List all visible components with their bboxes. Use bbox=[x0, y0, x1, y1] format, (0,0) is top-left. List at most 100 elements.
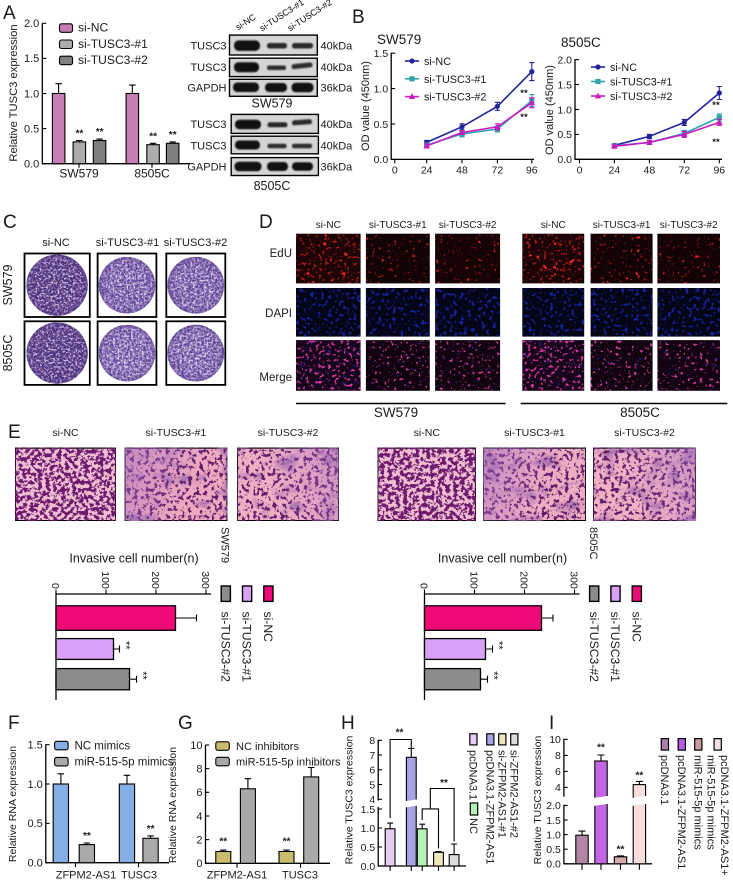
svg-text:6: 6 bbox=[196, 787, 202, 799]
svg-text:TUSC3: TUSC3 bbox=[190, 140, 226, 152]
svg-text:EdU: EdU bbox=[270, 248, 292, 260]
svg-text:**: ** bbox=[169, 130, 177, 141]
svg-text:TUSC3: TUSC3 bbox=[190, 40, 226, 52]
svg-text:si-NC: si-NC bbox=[424, 56, 451, 68]
svg-text:40kDa: 40kDa bbox=[321, 140, 354, 152]
svg-text:TUSC3: TUSC3 bbox=[190, 119, 226, 131]
svg-text:1.5: 1.5 bbox=[361, 804, 376, 816]
svg-text:0.5: 0.5 bbox=[28, 818, 43, 830]
svg-text:miR-515-5p mimics: miR-515-5p mimics bbox=[691, 755, 703, 850]
svg-text:200: 200 bbox=[149, 571, 161, 589]
svg-text:72: 72 bbox=[678, 164, 690, 176]
svg-text:D: D bbox=[259, 212, 273, 233]
svg-text:si-TUSC3-#1: si-TUSC3-#1 bbox=[610, 77, 672, 89]
svg-text:1.5: 1.5 bbox=[28, 740, 43, 752]
svg-text:0: 0 bbox=[418, 583, 430, 589]
svg-text:si-TUSC3-#2: si-TUSC3-#2 bbox=[614, 427, 675, 439]
svg-text:si-TUSC3-#1: si-TUSC3-#1 bbox=[504, 427, 565, 439]
svg-text:ZFPM2-AS1: ZFPM2-AS1 bbox=[207, 870, 268, 882]
svg-text:4: 4 bbox=[555, 782, 561, 794]
svg-text:1.0: 1.0 bbox=[374, 83, 389, 95]
svg-text:1.0: 1.0 bbox=[546, 829, 561, 841]
svg-text:si-TUSC3-#1: si-TUSC3-#1 bbox=[78, 37, 148, 51]
svg-text:**: ** bbox=[149, 131, 157, 142]
svg-text:si-TUSC3-#1: si-TUSC3-#1 bbox=[96, 237, 160, 249]
svg-text:C: C bbox=[3, 212, 17, 233]
svg-text:10: 10 bbox=[190, 740, 202, 752]
svg-text:DAPI: DAPI bbox=[265, 308, 292, 320]
svg-text:Invasive cell number(n): Invasive cell number(n) bbox=[69, 552, 198, 566]
svg-text:8: 8 bbox=[555, 750, 561, 762]
svg-text:pcDNA3.1: pcDNA3.1 bbox=[466, 750, 478, 800]
svg-text:0: 0 bbox=[577, 164, 583, 176]
svg-text:8505C: 8505C bbox=[1, 335, 15, 372]
svg-text:si-NC: si-NC bbox=[52, 427, 79, 439]
svg-text:SW579: SW579 bbox=[377, 32, 421, 47]
svg-text:si-NC: si-NC bbox=[610, 62, 637, 74]
svg-text:40kDa: 40kDa bbox=[321, 119, 354, 131]
svg-text:si-NC: si-NC bbox=[42, 237, 70, 249]
svg-text:NC mimics: NC mimics bbox=[75, 740, 131, 752]
svg-text:pcDNA3.1: pcDNA3.1 bbox=[658, 755, 670, 805]
svg-text:8505C: 8505C bbox=[254, 179, 291, 193]
svg-text:si-TUSC3-#2: si-TUSC3-#2 bbox=[78, 53, 148, 67]
svg-text:8: 8 bbox=[369, 735, 375, 747]
svg-text:**: ** bbox=[283, 836, 291, 847]
svg-text:SW579: SW579 bbox=[374, 405, 418, 420]
svg-text:**: ** bbox=[617, 845, 625, 856]
svg-text:40kDa: 40kDa bbox=[321, 41, 354, 53]
svg-text:24: 24 bbox=[609, 164, 621, 176]
svg-text:GAPDH: GAPDH bbox=[187, 161, 226, 173]
svg-text:0.5: 0.5 bbox=[374, 119, 389, 131]
svg-text:0.5: 0.5 bbox=[24, 123, 39, 135]
svg-text:0: 0 bbox=[392, 164, 398, 176]
svg-text:2.0: 2.0 bbox=[557, 54, 572, 66]
svg-text:NC inhibitors: NC inhibitors bbox=[236, 741, 299, 753]
svg-text:96: 96 bbox=[713, 164, 725, 176]
svg-text:si-TUSC3-#2: si-TUSC3-#2 bbox=[424, 92, 486, 104]
svg-text:**: ** bbox=[597, 743, 605, 754]
svg-text:8: 8 bbox=[196, 764, 202, 776]
svg-text:**: ** bbox=[147, 824, 155, 835]
svg-text:1.0: 1.0 bbox=[557, 104, 572, 116]
svg-text:0.5: 0.5 bbox=[557, 129, 572, 141]
svg-text:si-TUSC3-#2: si-TUSC3-#2 bbox=[258, 427, 319, 439]
svg-text:100: 100 bbox=[468, 571, 480, 589]
svg-text:pcDNA3.1-ZFPM2-AS1: pcDNA3.1-ZFPM2-AS1 bbox=[483, 750, 495, 864]
svg-text:Relative TUSC3 expression: Relative TUSC3 expression bbox=[344, 735, 356, 864]
svg-text:4: 4 bbox=[196, 811, 202, 823]
svg-text:**: ** bbox=[219, 836, 227, 847]
svg-text:7: 7 bbox=[369, 750, 375, 762]
svg-text:**: ** bbox=[520, 88, 528, 99]
svg-text:**: ** bbox=[712, 137, 720, 148]
svg-text:**: ** bbox=[493, 641, 505, 650]
svg-text:1.0: 1.0 bbox=[24, 88, 39, 100]
svg-text:**: ** bbox=[712, 100, 720, 111]
svg-text:**: ** bbox=[96, 127, 104, 138]
svg-text:300: 300 bbox=[199, 571, 211, 589]
svg-text:72: 72 bbox=[492, 164, 504, 176]
svg-text:2.0: 2.0 bbox=[24, 18, 39, 30]
svg-text:1.5: 1.5 bbox=[374, 48, 389, 60]
svg-text:36kDa: 36kDa bbox=[321, 83, 354, 95]
svg-text:TUSC3: TUSC3 bbox=[282, 870, 318, 882]
svg-text:48: 48 bbox=[644, 164, 656, 176]
svg-text:**: ** bbox=[137, 671, 149, 680]
svg-text:**: ** bbox=[83, 831, 91, 842]
svg-text:si-NC: si-NC bbox=[316, 220, 341, 231]
svg-text:0.0: 0.0 bbox=[557, 154, 572, 166]
svg-text:si-TUSC3-#2: si-TUSC3-#2 bbox=[164, 237, 228, 249]
svg-text:si-TUSC3-#1: si-TUSC3-#1 bbox=[240, 612, 254, 683]
svg-text:si-TUSC3-#2: si-TUSC3-#2 bbox=[587, 612, 601, 683]
svg-text:miR-515-5p inhibitors: miR-515-5p inhibitors bbox=[236, 756, 341, 768]
svg-text:I: I bbox=[549, 713, 554, 734]
svg-text:200: 200 bbox=[518, 571, 530, 589]
svg-text:SW579: SW579 bbox=[252, 97, 293, 111]
svg-text:1.5: 1.5 bbox=[546, 815, 561, 827]
svg-text:**: ** bbox=[76, 129, 84, 140]
svg-text:0.0: 0.0 bbox=[28, 858, 43, 870]
svg-text:si-NC: si-NC bbox=[630, 612, 644, 643]
svg-text:2: 2 bbox=[196, 834, 202, 846]
svg-text:OD value (450nm): OD value (450nm) bbox=[544, 65, 556, 155]
svg-text:miR-515-5p mimics: miR-515-5p mimics bbox=[75, 756, 174, 768]
